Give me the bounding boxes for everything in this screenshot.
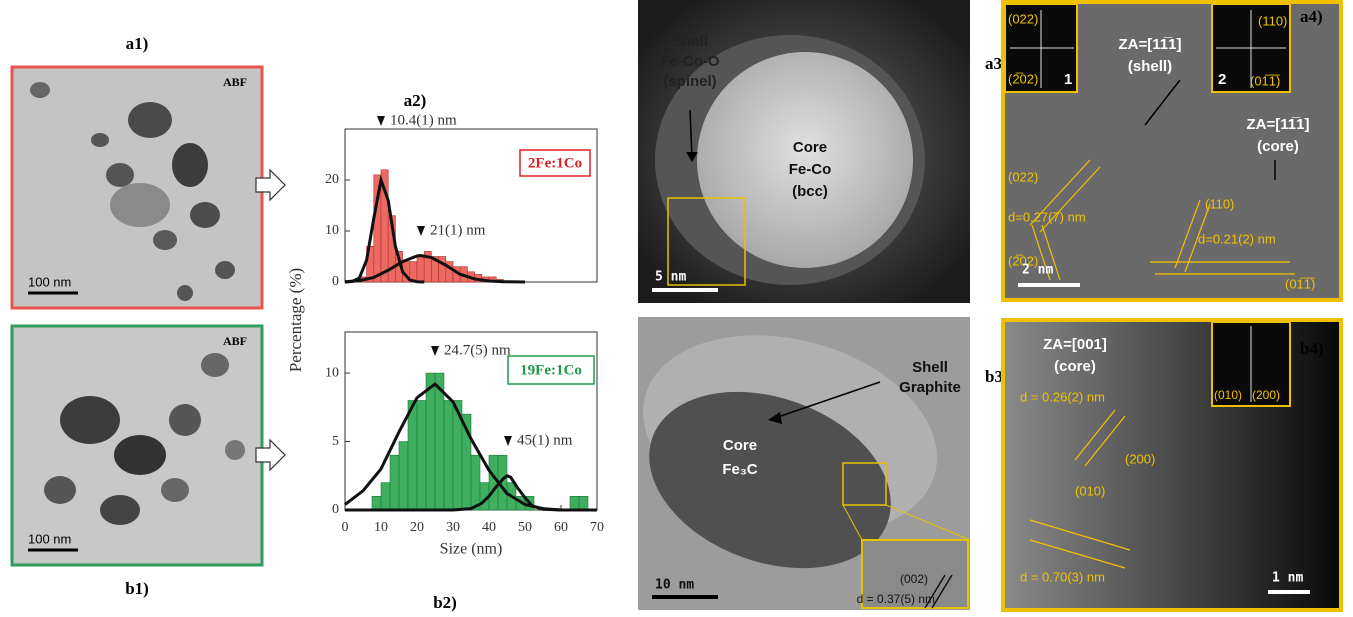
x-tick-label: 40 [482, 520, 496, 535]
peak-label: 10.4(1) nm [390, 112, 457, 128]
panel-label: a2) [404, 91, 427, 110]
panel-label: a1) [126, 34, 149, 53]
spot-label: (200) [1252, 388, 1280, 402]
figure: a1) ABF 100 nm ABF 100 nm b1) Shell Fe-C… [0, 0, 1353, 617]
panel-label: a4) [1300, 7, 1323, 26]
panel-label: b4) [1300, 339, 1324, 358]
mode-label: ABF [223, 334, 247, 348]
x-tick-label: 50 [518, 520, 532, 535]
scale-bar-label: 100 nm [28, 274, 71, 289]
core-label: Fe₃C [722, 461, 757, 478]
plane-label: (022) [1008, 169, 1038, 184]
bar [372, 496, 381, 510]
micrograph-b1 [12, 326, 262, 565]
scale-bar-label: 5 nm [655, 270, 686, 285]
shell-label: Fe-Co-O [660, 53, 719, 70]
y-tick-label: 20 [325, 172, 339, 187]
scale-bar-label: 2 nm [1022, 263, 1053, 278]
bar [579, 496, 588, 510]
core-label: Fe-Co [789, 161, 832, 178]
shell-label: (spinel) [663, 73, 716, 90]
bar [417, 257, 424, 283]
inset-number: 1 [1064, 71, 1072, 88]
y-tick-label: 0 [332, 274, 339, 289]
bar [399, 442, 408, 510]
y-tick-label: 10 [325, 365, 339, 380]
shell-label: Graphite [899, 379, 961, 396]
zone-axis: ZA=[001] [1043, 336, 1107, 353]
bar [417, 400, 426, 510]
micrograph-b3 [621, 304, 970, 610]
peak-marker [377, 116, 385, 126]
shell-label: Shell [672, 33, 708, 50]
x-tick-label: 60 [554, 520, 568, 535]
spot-label: (010) [1214, 388, 1242, 402]
spot-label: (022) [1008, 11, 1038, 26]
spacing-label: d=0.21(2) nm [1198, 231, 1276, 246]
plane-label: (010) [1075, 483, 1105, 498]
y-axis-label: Percentage (%) [286, 268, 305, 372]
mode-label: ABF [223, 75, 247, 89]
plane-label: (200) [1125, 451, 1155, 466]
y-tick-label: 10 [325, 223, 339, 238]
spacing-label: d = 0.26(2) nm [1020, 389, 1105, 404]
bar [408, 400, 417, 510]
core-label: (bcc) [792, 183, 828, 200]
sample-label: 19Fe:1Co [520, 362, 582, 378]
spacing-label: d = 0.37(5) nm [857, 592, 935, 606]
bar [570, 496, 579, 510]
inset-number: 2 [1218, 71, 1226, 88]
spot-label: (01̅1̅) [1250, 73, 1280, 88]
spot-label: (2̅02) [1008, 71, 1038, 86]
zone-axis: ZA=[11̅1] [1247, 116, 1310, 133]
panel-label: b2) [433, 593, 457, 612]
bar [444, 400, 453, 510]
y-tick-label: 0 [332, 502, 339, 517]
plane-label: (110) [1205, 196, 1234, 211]
panel-label: b1) [125, 579, 149, 598]
peak-label: 21(1) nm [430, 222, 486, 238]
x-tick-label: 30 [446, 520, 460, 535]
peak-label: 45(1) nm [517, 432, 573, 448]
micrograph-a1 [12, 67, 262, 308]
spacing-label: d=0.27(7) nm [1008, 209, 1086, 224]
x-tick-label: 10 [374, 520, 388, 535]
core-label: Core [793, 139, 827, 156]
shell-label: Shell [912, 359, 948, 376]
scale-bar-label: 10 nm [655, 578, 694, 593]
x-tick-label: 20 [410, 520, 424, 535]
bar [390, 455, 399, 510]
zone-axis: (shell) [1128, 58, 1172, 75]
bar [471, 455, 480, 510]
x-tick-label: 70 [590, 520, 604, 535]
peak-label: 24.7(5) nm [444, 342, 511, 358]
plane-label: (01̅1̅) [1285, 276, 1315, 291]
sample-label: 2Fe:1Co [528, 155, 582, 171]
plane-label: (002) [900, 572, 928, 586]
bar [426, 373, 435, 510]
scale-bar-label: 1 nm [1272, 571, 1303, 586]
scale-bar-label: 100 nm [28, 531, 71, 546]
x-tick-label: 0 [342, 520, 349, 535]
y-tick-label: 5 [332, 434, 339, 449]
zone-axis: (core) [1054, 358, 1096, 375]
spacing-label: d = 0.70(3) nm [1020, 569, 1105, 584]
zone-axis: (core) [1257, 138, 1299, 155]
x-axis-label: Size (nm) [440, 541, 503, 558]
zone-axis: ZA=[11̅1] [1119, 36, 1182, 53]
bar [381, 483, 390, 510]
spot-label: (110) [1258, 13, 1287, 28]
core-label: Core [723, 437, 757, 454]
